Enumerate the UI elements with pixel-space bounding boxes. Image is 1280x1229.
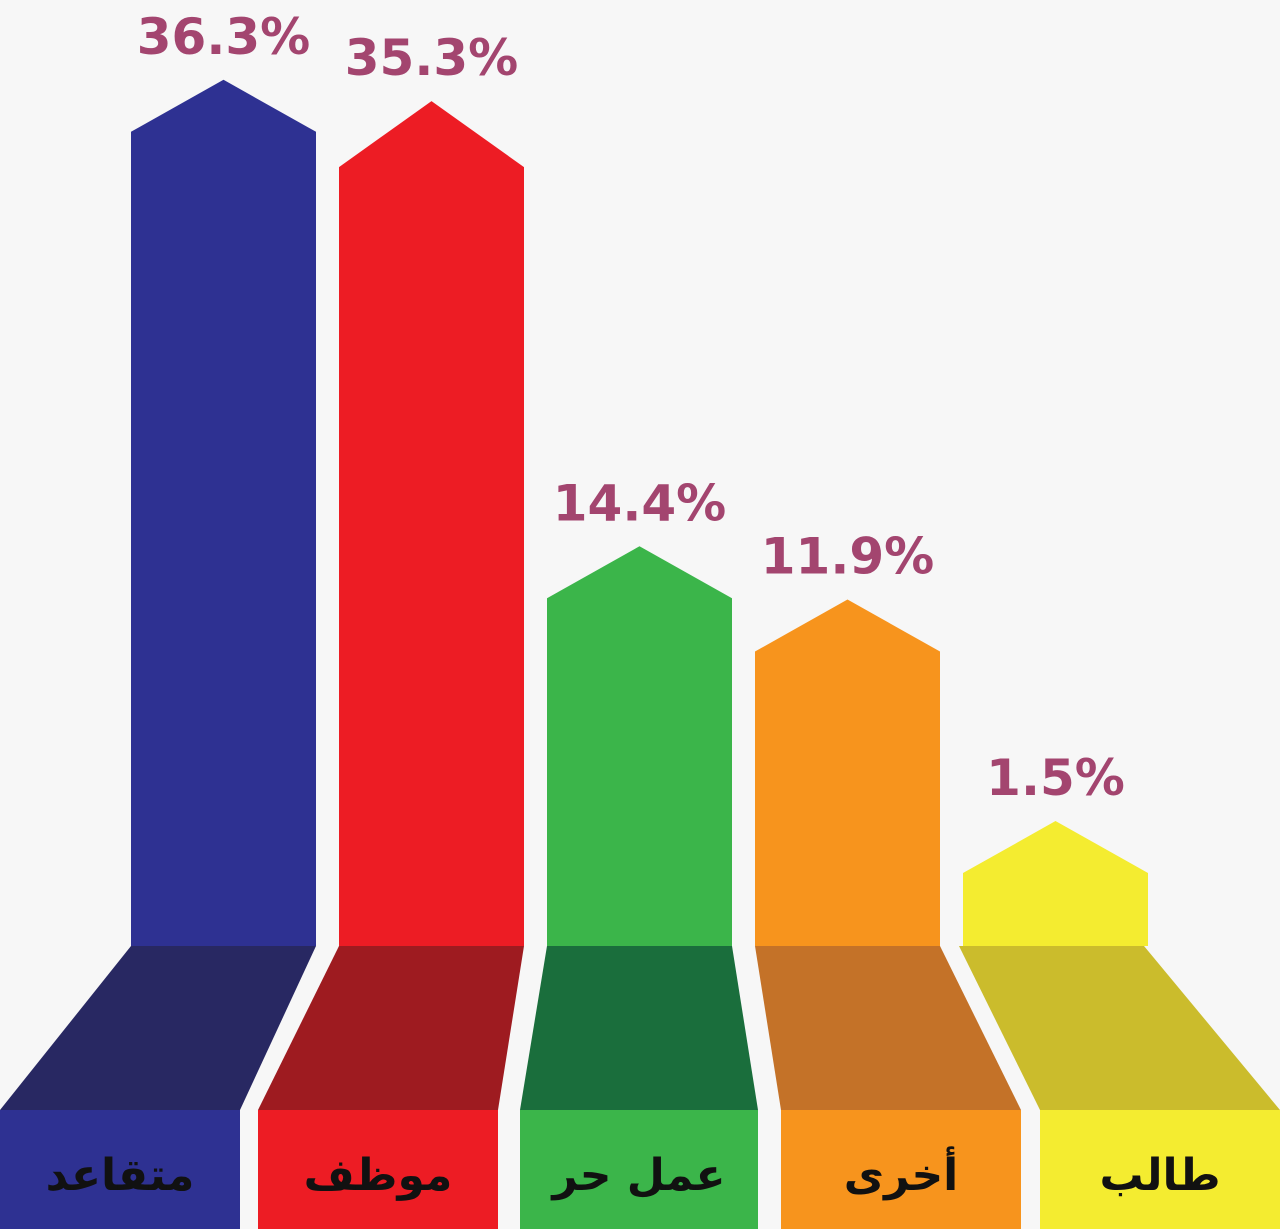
bar-group: 1.5% طالب xyxy=(959,749,1280,1229)
category-label: متقاعد xyxy=(46,1150,195,1201)
bar xyxy=(963,821,1148,946)
bar xyxy=(755,599,940,946)
category-box xyxy=(781,1110,1021,1229)
category-box xyxy=(258,1110,498,1229)
bar-base xyxy=(258,946,524,1110)
category-box xyxy=(1040,1110,1280,1229)
value-label: 14.4% xyxy=(553,474,726,532)
bar-group: 11.9% أخرى xyxy=(755,528,1021,1229)
category-label: عمل حر xyxy=(550,1150,725,1201)
value-label: 11.9% xyxy=(761,528,934,586)
bar-group: 14.4% عمل حر xyxy=(520,474,758,1229)
bar-base xyxy=(959,946,1280,1110)
category-box xyxy=(520,1110,758,1229)
bar xyxy=(339,101,524,947)
bar-base xyxy=(755,946,1021,1110)
category-box xyxy=(0,1110,240,1229)
value-label: 1.5% xyxy=(986,749,1125,807)
value-label: 35.3% xyxy=(345,29,518,87)
bar xyxy=(547,546,732,946)
bar-base xyxy=(0,946,316,1110)
bar-base xyxy=(520,946,758,1110)
category-label: طالب xyxy=(1099,1150,1220,1201)
bar xyxy=(131,79,316,946)
category-label: موظف xyxy=(304,1150,453,1201)
category-label: أخرى xyxy=(844,1146,959,1201)
bar-group: 36.3% متقاعد xyxy=(0,8,316,1229)
value-label: 36.3% xyxy=(137,8,310,66)
bar-group: 35.3% موظف xyxy=(258,29,524,1229)
